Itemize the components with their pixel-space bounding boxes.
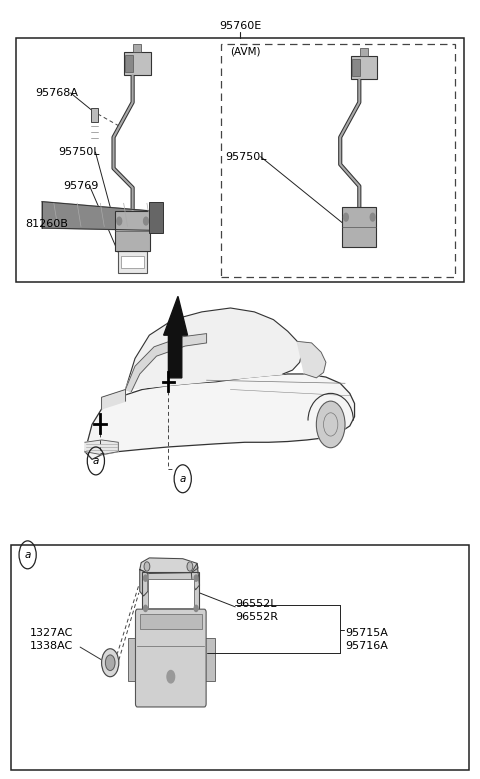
Bar: [352, 59, 360, 76]
Circle shape: [194, 605, 198, 612]
Bar: [360, 48, 368, 56]
Polygon shape: [85, 374, 355, 460]
Circle shape: [144, 562, 150, 571]
Bar: [16, 38, 464, 282]
Polygon shape: [297, 341, 326, 378]
Bar: [140, 614, 202, 629]
Polygon shape: [42, 202, 156, 231]
Text: 95750L: 95750L: [226, 152, 267, 161]
Circle shape: [370, 213, 375, 221]
Polygon shape: [164, 296, 188, 378]
Bar: [121, 256, 144, 269]
Text: a: a: [24, 550, 31, 560]
Text: 95768A: 95768A: [35, 88, 78, 98]
Bar: [118, 252, 147, 273]
Bar: [142, 572, 199, 615]
Bar: [124, 52, 151, 75]
Bar: [91, 108, 98, 122]
Text: 95769: 95769: [63, 182, 99, 191]
Polygon shape: [192, 563, 199, 590]
Circle shape: [187, 562, 193, 571]
Bar: [342, 207, 376, 248]
Circle shape: [144, 217, 148, 225]
Text: a: a: [180, 474, 186, 484]
Circle shape: [106, 655, 115, 671]
Text: 1327AC
1338AC: 1327AC 1338AC: [30, 628, 73, 651]
Circle shape: [144, 605, 147, 612]
Text: 96552L
96552R: 96552L 96552R: [235, 599, 278, 622]
Bar: [221, 44, 455, 277]
Polygon shape: [85, 440, 118, 455]
Polygon shape: [102, 390, 125, 409]
Polygon shape: [125, 333, 206, 392]
Polygon shape: [140, 558, 198, 573]
Text: 95750L: 95750L: [59, 147, 100, 157]
Text: a: a: [93, 456, 99, 466]
Bar: [133, 44, 141, 52]
Text: 81260B: 81260B: [25, 219, 68, 229]
Circle shape: [117, 217, 121, 225]
Bar: [11, 545, 469, 770]
Bar: [351, 56, 377, 79]
Circle shape: [144, 575, 147, 581]
Text: 95760E: 95760E: [219, 21, 261, 31]
Circle shape: [344, 213, 348, 221]
Bar: [149, 202, 163, 233]
Text: 95715A
95716A: 95715A 95716A: [345, 628, 388, 651]
Bar: [128, 638, 138, 681]
FancyBboxPatch shape: [135, 609, 206, 707]
Bar: [204, 638, 215, 681]
Circle shape: [167, 671, 175, 683]
Polygon shape: [125, 308, 302, 390]
Circle shape: [102, 649, 119, 677]
Circle shape: [194, 575, 198, 581]
Bar: [125, 55, 133, 72]
Bar: [116, 211, 150, 252]
Text: (AVM): (AVM): [230, 47, 261, 56]
Circle shape: [316, 401, 345, 448]
Bar: [148, 579, 194, 608]
Polygon shape: [140, 569, 148, 596]
